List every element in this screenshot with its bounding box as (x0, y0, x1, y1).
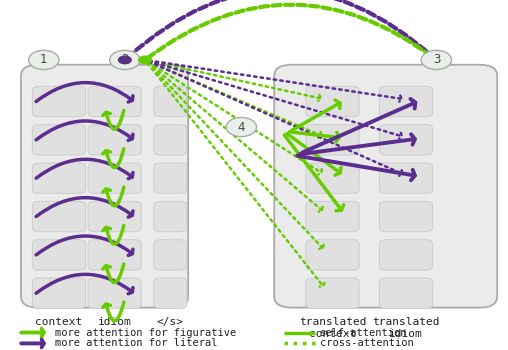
FancyBboxPatch shape (154, 278, 187, 308)
FancyBboxPatch shape (33, 201, 85, 232)
FancyBboxPatch shape (306, 86, 359, 117)
FancyBboxPatch shape (306, 240, 359, 270)
Text: 3: 3 (433, 54, 440, 66)
FancyBboxPatch shape (88, 278, 141, 308)
FancyBboxPatch shape (306, 278, 359, 308)
Circle shape (226, 118, 257, 136)
Circle shape (118, 55, 132, 64)
FancyBboxPatch shape (306, 125, 359, 155)
Text: 2: 2 (121, 54, 129, 66)
FancyBboxPatch shape (154, 240, 187, 270)
Text: idiom: idiom (98, 317, 132, 327)
FancyBboxPatch shape (379, 86, 433, 117)
FancyBboxPatch shape (379, 278, 433, 308)
Text: cross-attention: cross-attention (320, 338, 414, 348)
Text: self-attention: self-attention (320, 328, 407, 337)
FancyBboxPatch shape (379, 201, 433, 232)
FancyBboxPatch shape (33, 86, 85, 117)
FancyBboxPatch shape (154, 125, 187, 155)
FancyBboxPatch shape (306, 201, 359, 232)
FancyBboxPatch shape (21, 65, 188, 308)
FancyBboxPatch shape (154, 201, 187, 232)
FancyBboxPatch shape (88, 125, 141, 155)
Text: translated
idiom: translated idiom (372, 317, 440, 339)
FancyBboxPatch shape (33, 163, 85, 193)
FancyBboxPatch shape (379, 163, 433, 193)
FancyBboxPatch shape (379, 125, 433, 155)
Text: more attention for figurative: more attention for figurative (55, 328, 237, 337)
Text: 1: 1 (40, 54, 48, 66)
FancyBboxPatch shape (33, 278, 85, 308)
FancyBboxPatch shape (274, 65, 497, 308)
FancyBboxPatch shape (88, 163, 141, 193)
Text: </s>: </s> (157, 317, 184, 327)
Circle shape (421, 50, 452, 70)
FancyBboxPatch shape (33, 240, 85, 270)
FancyBboxPatch shape (88, 240, 141, 270)
Circle shape (138, 55, 152, 64)
Circle shape (110, 50, 140, 70)
Circle shape (28, 50, 59, 70)
Text: 4: 4 (238, 120, 245, 134)
Text: translated
context: translated context (299, 317, 366, 339)
Text: more attention for literal: more attention for literal (55, 338, 218, 348)
FancyBboxPatch shape (154, 86, 187, 117)
FancyBboxPatch shape (379, 240, 433, 270)
FancyBboxPatch shape (33, 125, 85, 155)
FancyBboxPatch shape (88, 201, 141, 232)
FancyBboxPatch shape (306, 163, 359, 193)
FancyBboxPatch shape (88, 86, 141, 117)
Text: context: context (36, 317, 83, 327)
FancyBboxPatch shape (154, 163, 187, 193)
